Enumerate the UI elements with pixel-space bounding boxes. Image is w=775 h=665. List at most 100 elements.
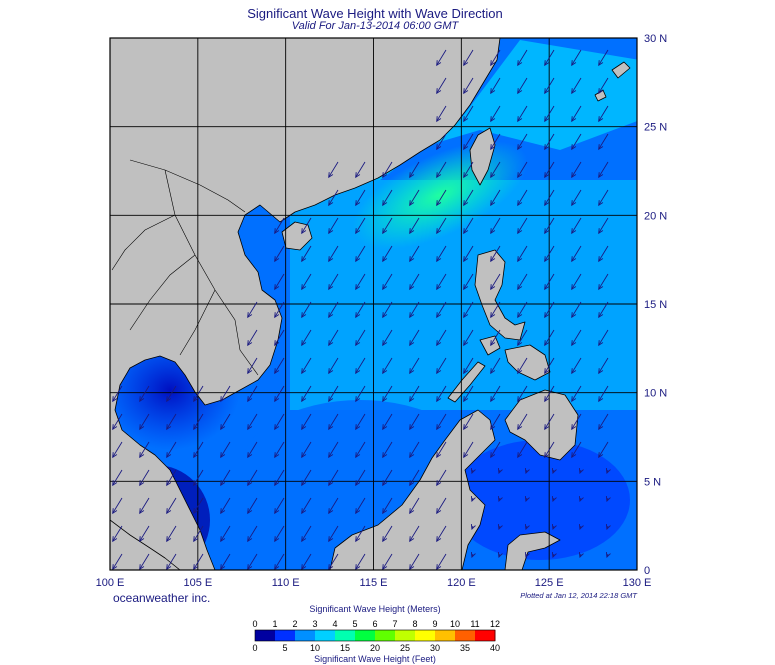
- land-palawan: [447, 361, 486, 403]
- legend-swatch: [375, 630, 396, 641]
- land-mainland-asia: [110, 38, 501, 570]
- wave-arrow: [571, 357, 582, 375]
- wave-arrow: [463, 329, 474, 347]
- legend-tick-meters: 1: [272, 619, 277, 629]
- wave-arrow: [328, 161, 339, 179]
- wave-arrow: [490, 413, 501, 431]
- wave-arrow: [517, 385, 528, 403]
- wave-arrow: [598, 301, 609, 319]
- wave-arrow: [112, 525, 123, 543]
- wave-arrow: [578, 467, 584, 474]
- wave-arrow: [274, 469, 285, 487]
- wave-arrow: [517, 49, 528, 67]
- wave-arrow: [301, 553, 312, 570]
- wave-arrow: [598, 77, 609, 95]
- wave-arrow: [328, 273, 339, 291]
- wave-arrow: [247, 385, 258, 403]
- wave-arrow: [328, 329, 339, 347]
- wave-arrow: [301, 385, 312, 403]
- legend-tick-meters: 4: [332, 619, 337, 629]
- wave-arrow: [463, 245, 474, 263]
- wave-arrow: [220, 441, 231, 459]
- wave-arrow: [409, 553, 420, 570]
- wave-arrow: [544, 385, 555, 403]
- wave-arrow: [301, 441, 312, 459]
- lat-label: 20 N: [644, 210, 667, 222]
- wave-arrow: [490, 161, 501, 179]
- valid-time: Valid For Jan-13-2014 06:00 GMT: [291, 20, 459, 32]
- wave-arrow: [355, 525, 366, 543]
- wave-arrow: [328, 553, 339, 570]
- wave-arrow: [220, 385, 231, 403]
- wave-arrow: [355, 553, 366, 570]
- legend-swatch: [415, 630, 436, 641]
- wave-arrow: [355, 189, 366, 207]
- wave-arrow: [274, 413, 285, 431]
- wave-arrow: [139, 441, 150, 459]
- legend-tick-meters: 10: [450, 619, 460, 629]
- legend-tick-meters: 11: [470, 619, 479, 629]
- wave-arrow: [166, 525, 177, 543]
- wave-arrow: [139, 413, 150, 431]
- lon-label: 125 E: [535, 577, 564, 589]
- wave-arrow: [598, 49, 609, 67]
- wave-arrow: [409, 497, 420, 515]
- wave-arrow: [382, 525, 393, 543]
- wave-arrow: [436, 217, 447, 235]
- wave-arrow: [193, 469, 204, 487]
- wave-arrow: [544, 189, 555, 207]
- wave-arrow: [571, 105, 582, 123]
- wave-arrow: [112, 553, 123, 570]
- wave-arrow: [436, 469, 447, 487]
- wave-arrow: [490, 77, 501, 95]
- legend-swatch: [335, 630, 356, 641]
- wave-arrow: [497, 467, 503, 474]
- wave-arrow: [220, 553, 231, 570]
- wave-arrow: [193, 385, 204, 403]
- wave-arrow: [247, 301, 258, 319]
- legend-swatch: [395, 630, 416, 641]
- lat-label: 25 N: [644, 122, 667, 134]
- wave-arrow: [544, 329, 555, 347]
- wave-arrow: [605, 551, 611, 558]
- wave-arrow: [436, 553, 447, 570]
- wave-arrow: [551, 551, 557, 558]
- wave-arrow: [382, 245, 393, 263]
- wave-arrow: [524, 523, 530, 530]
- wave-arrow: [301, 525, 312, 543]
- wave-arrow: [490, 301, 501, 319]
- wave-arrow: [409, 525, 420, 543]
- wave-arrow: [517, 441, 528, 459]
- legend-swatch: [455, 630, 476, 641]
- land-taiwan: [469, 127, 496, 186]
- wave-arrow: [301, 497, 312, 515]
- wave-arrow: [517, 413, 528, 431]
- legend-tick-meters: 12: [490, 619, 500, 629]
- wave-arrow: [544, 105, 555, 123]
- wave-arrow: [571, 329, 582, 347]
- wave-arrow: [436, 385, 447, 403]
- legend-tick-feet: 30: [430, 643, 440, 653]
- wave-arrow: [382, 273, 393, 291]
- wave-arrow: [463, 77, 474, 95]
- wave-arrow: [571, 133, 582, 151]
- wave-arrow: [328, 301, 339, 319]
- wave-arrow: [409, 385, 420, 403]
- wave-arrow: [409, 217, 420, 235]
- legend-swatch: [315, 630, 336, 641]
- land-mindanao: [504, 389, 579, 461]
- wave-arrow: [301, 357, 312, 375]
- wave-arrow: [436, 329, 447, 347]
- wave-arrow: [598, 385, 609, 403]
- wave-arrow: [598, 133, 609, 151]
- wave-arrow: [274, 525, 285, 543]
- lat-label: 15 N: [644, 299, 667, 311]
- wave-arrow: [571, 245, 582, 263]
- wave-arrow: [436, 105, 447, 123]
- legend-tick-meters: 2: [292, 619, 297, 629]
- wave-arrow: [382, 385, 393, 403]
- wave-arrow: [382, 441, 393, 459]
- wave-arrow: [247, 441, 258, 459]
- wave-arrow: [355, 385, 366, 403]
- wave-arrow: [571, 441, 582, 459]
